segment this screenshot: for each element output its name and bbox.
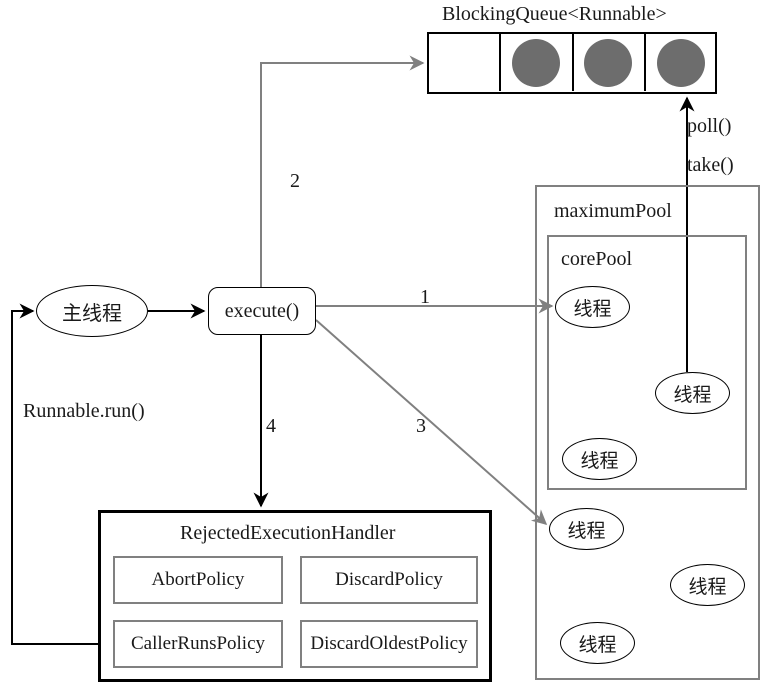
policy-text: CallerRunsPolicy <box>131 633 265 655</box>
edge-label-4: 4 <box>266 415 276 438</box>
edge-label-3: 3 <box>416 415 426 438</box>
core-thread-node: 线程 <box>562 438 637 480</box>
thread-text: 线程 <box>573 294 611 321</box>
edge-label-1: 1 <box>420 286 430 309</box>
queue-cell-divider <box>572 34 574 91</box>
edge-label-2: 2 <box>290 170 300 193</box>
main-thread-text: 主线程 <box>62 297 122 326</box>
runnable-run-label: Runnable.run() <box>23 400 145 423</box>
main-thread-node: 主线程 <box>36 285 148 337</box>
policy-box: DiscardOldestPolicy <box>300 620 478 668</box>
core-thread-node: 线程 <box>555 286 630 328</box>
queue-cell-divider <box>499 34 501 91</box>
policy-box: AbortPolicy <box>113 556 283 604</box>
execute-text: execute() <box>209 288 315 334</box>
arrow-handler-to-main <box>12 311 98 644</box>
arrow-exec-to-extra <box>316 320 546 524</box>
thread-text: 线程 <box>578 630 616 657</box>
queue-task-circle <box>512 39 560 87</box>
thread-text: 线程 <box>567 516 605 543</box>
policy-text: DiscardOldestPolicy <box>310 633 467 655</box>
maximum-pool-label: maximumPool <box>554 200 672 223</box>
queue-cell-divider <box>644 34 646 91</box>
arrow-exec-to-queue <box>261 63 423 287</box>
take-label: take() <box>687 154 734 177</box>
poll-label: poll() <box>687 115 731 138</box>
execute-node: execute() <box>208 287 316 335</box>
policy-text: AbortPolicy <box>152 569 245 591</box>
extra-thread-node: 线程 <box>549 508 624 550</box>
policy-box: DiscardPolicy <box>300 556 478 604</box>
queue-title: BlockingQueue<Runnable> <box>442 3 667 26</box>
extra-thread-node: 线程 <box>560 622 635 664</box>
rejected-handler-title: RejectedExecutionHandler <box>180 522 395 545</box>
core-thread-node: 线程 <box>655 372 730 414</box>
queue-task-circle <box>584 39 632 87</box>
core-pool-label: corePool <box>561 248 632 271</box>
policy-text: DiscardPolicy <box>335 569 443 591</box>
thread-text: 线程 <box>580 446 618 473</box>
thread-text: 线程 <box>673 380 711 407</box>
extra-thread-node: 线程 <box>670 564 745 606</box>
thread-text: 线程 <box>688 572 726 599</box>
queue-task-circle <box>657 39 705 87</box>
policy-box: CallerRunsPolicy <box>113 620 283 668</box>
